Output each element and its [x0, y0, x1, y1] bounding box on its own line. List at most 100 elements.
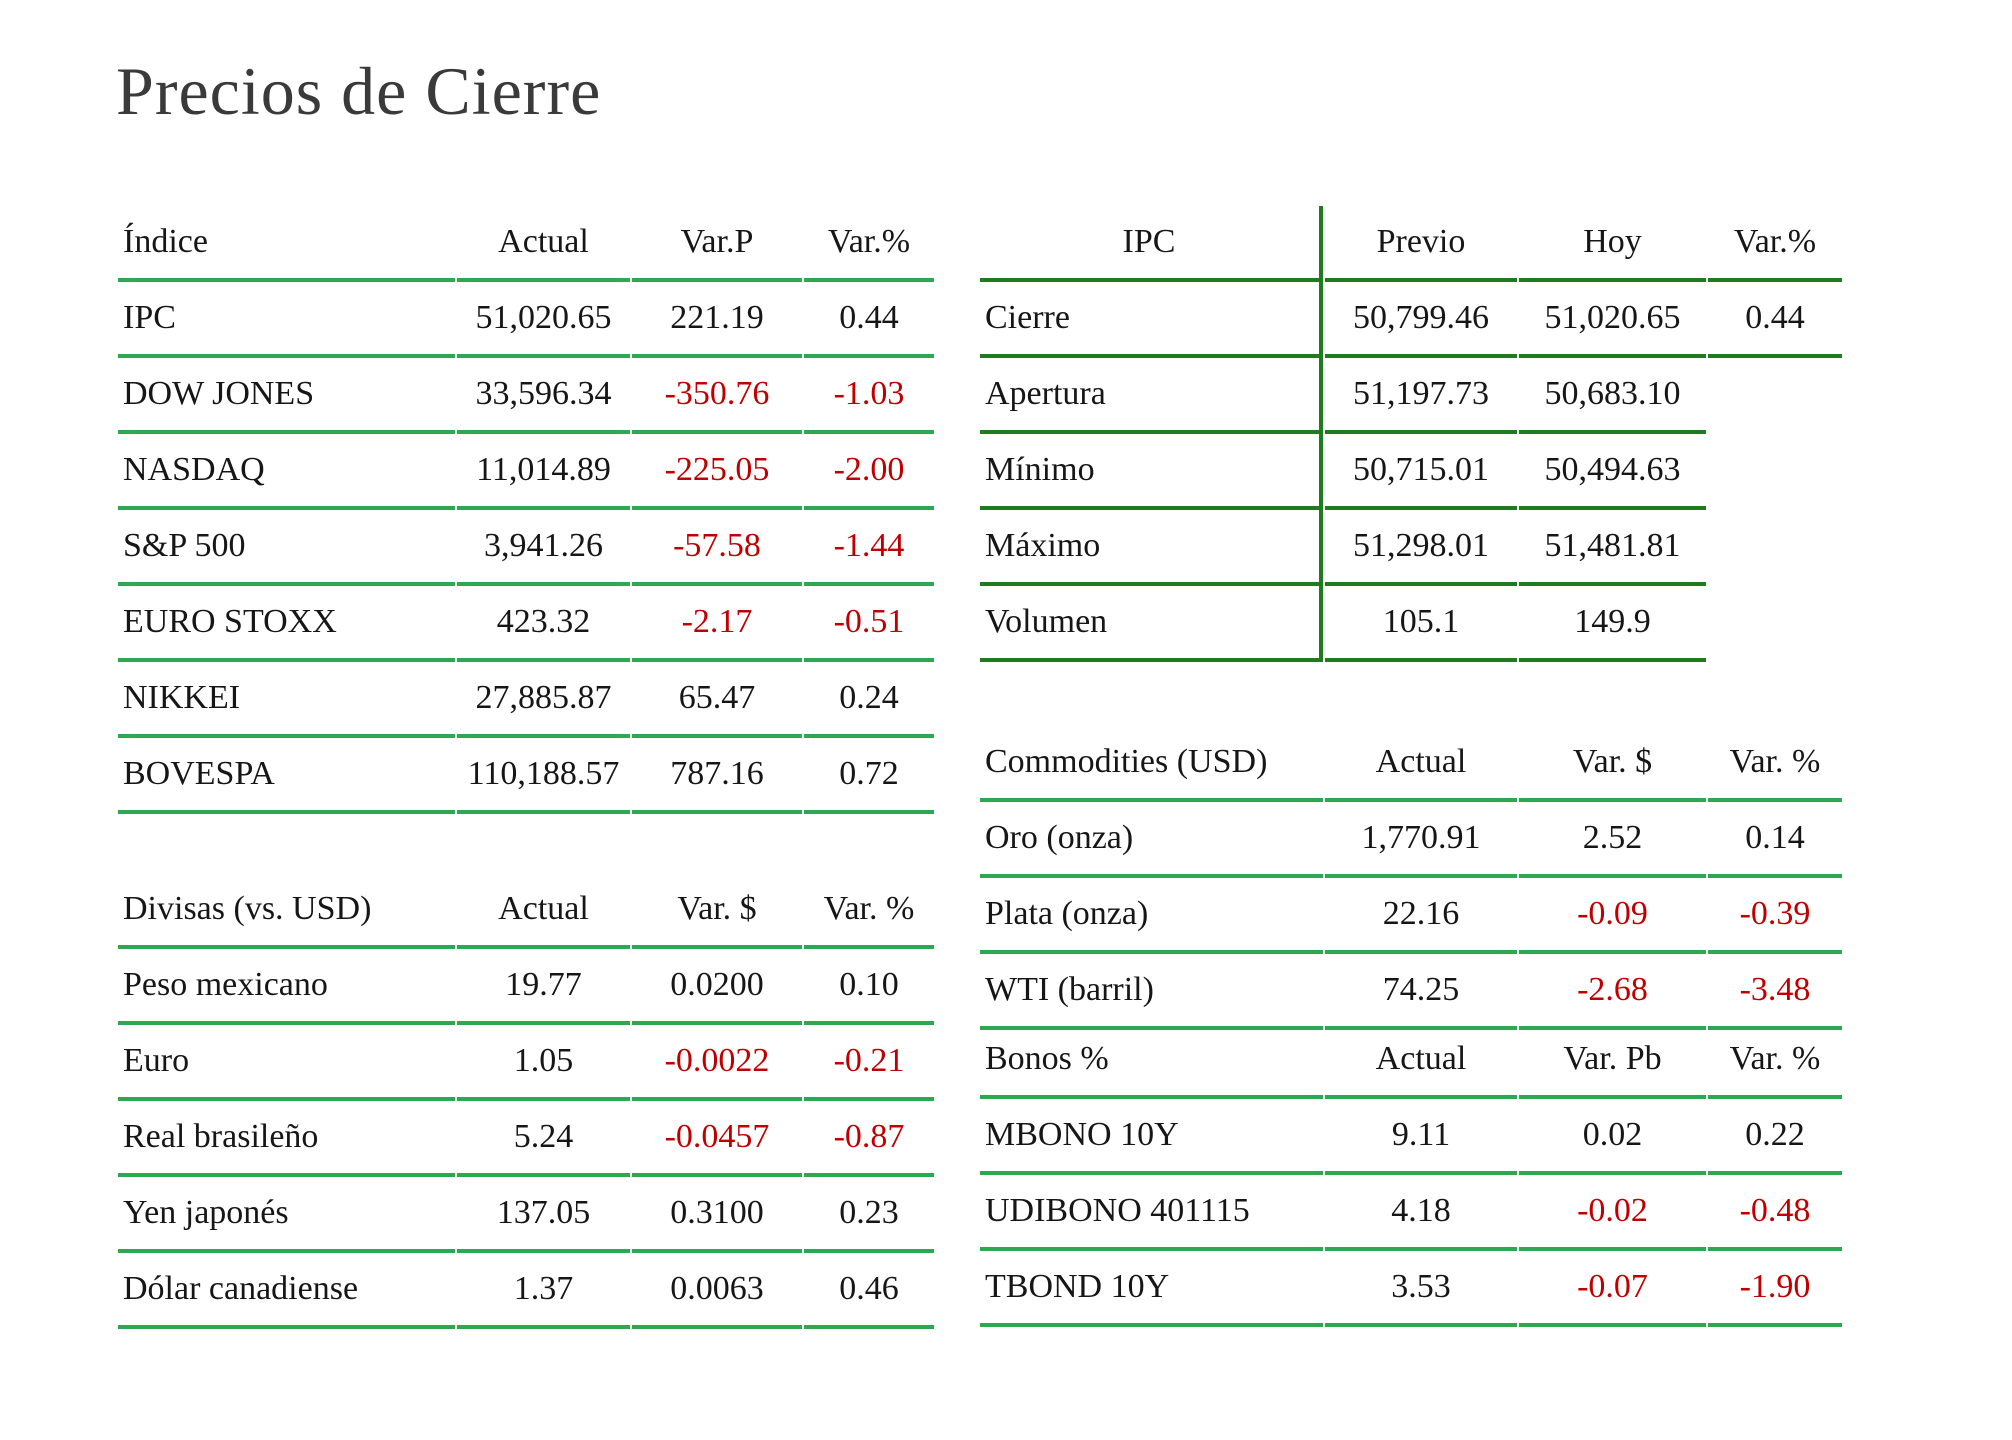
- table-cell: -0.87: [804, 1101, 934, 1177]
- table-cell: Dólar canadiense: [118, 1253, 455, 1329]
- table-cell: 0.44: [1708, 282, 1842, 358]
- header-row: IPC Previo Hoy Var.%: [980, 206, 1842, 282]
- table-cell: -0.07: [1519, 1251, 1706, 1327]
- bonos-table-grid: Bonos % Actual Var. Pb Var. % MBONO 10Y 9.11 0…: [978, 1023, 1844, 1327]
- table-cell: -1.03: [804, 358, 934, 434]
- column-header: Var. $: [632, 873, 802, 949]
- table-cell: S&P 500: [118, 510, 455, 586]
- table-row: WTI (barril) 74.25 -2.68 -3.48: [980, 954, 1842, 1030]
- table-cell: 50,799.46: [1325, 282, 1517, 358]
- table-cell: -57.58: [632, 510, 802, 586]
- column-header: Previo: [1325, 206, 1517, 282]
- column-header: Actual: [457, 873, 630, 949]
- ipc-summary-table: IPC Previo Hoy Var.% Cierre 50,799.46 51,020.6…: [978, 206, 1844, 662]
- divisas-table: Divisas (vs. USD) Actual Var. $ Var. % Peso …: [116, 873, 936, 1329]
- table-cell: 22.16: [1325, 878, 1517, 954]
- table-cell: NIKKEI: [118, 662, 455, 738]
- table-cell: 1,770.91: [1325, 802, 1517, 878]
- table-cell: 51,020.65: [457, 282, 630, 358]
- table-cell: 0.0200: [632, 949, 802, 1025]
- table-row: Cierre 50,799.46 51,020.65 0.44: [980, 282, 1842, 358]
- table-cell: 50,494.63: [1519, 434, 1706, 510]
- table-cell: -0.48: [1708, 1175, 1842, 1251]
- column-header: Var. %: [1708, 726, 1842, 802]
- header-row: Índice Actual Var.P Var.%: [118, 206, 934, 282]
- table-cell: MBONO 10Y: [980, 1099, 1323, 1175]
- column-header: Var.P: [632, 206, 802, 282]
- table-row: Euro 1.05 -0.0022 -0.21: [118, 1025, 934, 1101]
- table-cell: IPC: [118, 282, 455, 358]
- header-row: Bonos % Actual Var. Pb Var. %: [980, 1023, 1842, 1099]
- table-cell: 51,020.65: [1519, 282, 1706, 358]
- table-cell: 137.05: [457, 1177, 630, 1253]
- table-cell: -3.48: [1708, 954, 1842, 1030]
- table-cell: 0.46: [804, 1253, 934, 1329]
- table-row: Máximo 51,298.01 51,481.81: [980, 510, 1842, 586]
- table-cell: -225.05: [632, 434, 802, 510]
- table-cell: Cierre: [980, 282, 1323, 358]
- table-cell: Máximo: [980, 510, 1323, 586]
- indices-table: Índice Actual Var.P Var.% IPC 51,020.65 221.19…: [116, 206, 936, 814]
- table-cell: Oro (onza): [980, 802, 1323, 878]
- table-cell: 0.10: [804, 949, 934, 1025]
- table-cell: 51,298.01: [1325, 510, 1517, 586]
- table-cell: -0.39: [1708, 878, 1842, 954]
- column-header: Actual: [1325, 1023, 1517, 1099]
- table-row: MBONO 10Y 9.11 0.02 0.22: [980, 1099, 1842, 1175]
- table-cell: -2.68: [1519, 954, 1706, 1030]
- table-cell: 11,014.89: [457, 434, 630, 510]
- table-cell: -1.90: [1708, 1251, 1842, 1327]
- table-row: Yen japonés 137.05 0.3100 0.23: [118, 1177, 934, 1253]
- table-cell: -0.21: [804, 1025, 934, 1101]
- table-cell: 0.02: [1519, 1099, 1706, 1175]
- table-cell: [1708, 510, 1842, 586]
- table-cell: [1708, 434, 1842, 510]
- table-row: Apertura 51,197.73 50,683.10: [980, 358, 1842, 434]
- column-header: Var. Pb: [1519, 1023, 1706, 1099]
- column-header: Var. $: [1519, 726, 1706, 802]
- table-row: UDIBONO 401115 4.18 -0.02 -0.48: [980, 1175, 1842, 1251]
- table-row: Volumen 105.1 149.9: [980, 586, 1842, 662]
- table-cell: -0.0457: [632, 1101, 802, 1177]
- ipc-summary-table-grid: IPC Previo Hoy Var.% Cierre 50,799.46 51,020.6…: [978, 206, 1844, 662]
- table-cell: 0.3100: [632, 1177, 802, 1253]
- table-cell: 787.16: [632, 738, 802, 814]
- table-row: Plata (onza) 22.16 -0.09 -0.39: [980, 878, 1842, 954]
- header-row: Divisas (vs. USD) Actual Var. $ Var. %: [118, 873, 934, 949]
- table-cell: -0.02: [1519, 1175, 1706, 1251]
- header-row: Commodities (USD) Actual Var. $ Var. %: [980, 726, 1842, 802]
- table-cell: 51,197.73: [1325, 358, 1517, 434]
- table-cell: 0.23: [804, 1177, 934, 1253]
- table-row: Mínimo 50,715.01 50,494.63: [980, 434, 1842, 510]
- table-cell: Peso mexicano: [118, 949, 455, 1025]
- table-cell: 221.19: [632, 282, 802, 358]
- table-cell: -1.44: [804, 510, 934, 586]
- table-cell: -2.17: [632, 586, 802, 662]
- table-cell: 19.77: [457, 949, 630, 1025]
- column-header: Actual: [1325, 726, 1517, 802]
- table-cell: Yen japonés: [118, 1177, 455, 1253]
- column-header: Divisas (vs. USD): [118, 873, 455, 949]
- table-cell: DOW JONES: [118, 358, 455, 434]
- table-cell: 2.52: [1519, 802, 1706, 878]
- table-cell: -2.00: [804, 434, 934, 510]
- table-cell: [1708, 586, 1842, 662]
- page-title: Precios de Cierre: [116, 53, 602, 129]
- table-cell: 0.24: [804, 662, 934, 738]
- table-cell: 74.25: [1325, 954, 1517, 1030]
- table-row: BOVESPA 110,188.57 787.16 0.72: [118, 738, 934, 814]
- column-header: Hoy: [1519, 206, 1706, 282]
- table-cell: 0.0063: [632, 1253, 802, 1329]
- column-header: Var. %: [1708, 1023, 1842, 1099]
- table-row: EURO STOXX 423.32 -2.17 -0.51: [118, 586, 934, 662]
- column-header: Var.%: [1708, 206, 1842, 282]
- table-cell: TBOND 10Y: [980, 1251, 1323, 1327]
- table-cell: Mínimo: [980, 434, 1323, 510]
- column-header: Commodities (USD): [980, 726, 1323, 802]
- column-header: Índice: [118, 206, 455, 282]
- table-cell: 3,941.26: [457, 510, 630, 586]
- indices-table-grid: Índice Actual Var.P Var.% IPC 51,020.65 221.19…: [116, 206, 936, 814]
- bonos-table: Bonos % Actual Var. Pb Var. % MBONO 10Y 9.11 0…: [978, 1023, 1844, 1327]
- table-row: IPC 51,020.65 221.19 0.44: [118, 282, 934, 358]
- table-cell: Euro: [118, 1025, 455, 1101]
